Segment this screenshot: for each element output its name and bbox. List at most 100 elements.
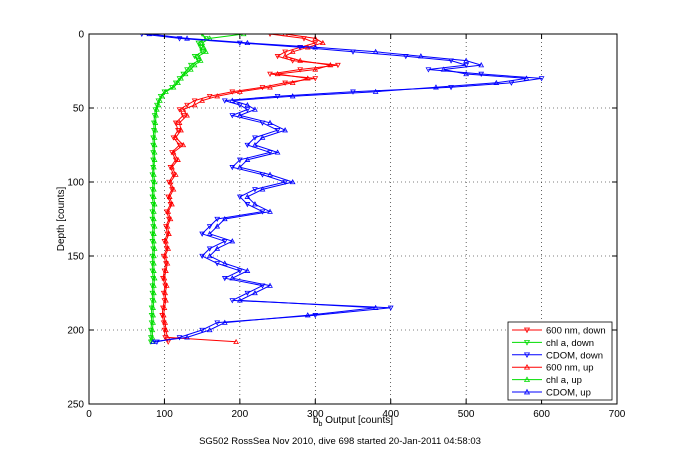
data-point (199, 97, 206, 103)
data-point (199, 327, 206, 334)
data-point (206, 252, 213, 259)
data-point (151, 134, 158, 140)
data-point (161, 304, 168, 310)
data-point (312, 40, 319, 46)
data-point (274, 128, 281, 134)
data-point (274, 149, 281, 155)
y-tick-label: 0 (78, 30, 84, 41)
data-point (150, 186, 157, 192)
data-point (267, 282, 273, 288)
data-point (240, 34, 247, 37)
data-point (166, 230, 172, 236)
data-point (150, 312, 156, 318)
data-point (214, 320, 221, 326)
data-point (180, 113, 187, 119)
data-point (197, 57, 204, 63)
data-point (282, 127, 288, 133)
data-point (282, 179, 288, 186)
x-tick-label: 400 (382, 409, 399, 420)
data-point (538, 76, 545, 82)
data-point (199, 49, 206, 55)
data-point (167, 178, 174, 185)
data-point (162, 289, 169, 296)
data-point (163, 326, 169, 333)
data-point (221, 239, 228, 245)
data-point (184, 102, 190, 109)
data-point (203, 36, 209, 42)
data-point (197, 45, 204, 51)
data-point (154, 339, 160, 345)
data-point (289, 79, 296, 85)
data-point (164, 334, 171, 340)
data-point (150, 238, 157, 244)
data-point (150, 267, 157, 273)
data-point (206, 246, 213, 252)
data-point (170, 149, 177, 155)
data-point (312, 44, 319, 50)
data-point (252, 201, 258, 207)
legend-label: CDOM, down (546, 350, 603, 361)
data-point (150, 208, 157, 214)
legend-label: chl a, up (546, 375, 582, 386)
legend-box (507, 321, 613, 401)
data-point (162, 319, 169, 325)
data-point (160, 312, 167, 318)
data-point (252, 289, 258, 296)
x-tick-label: 300 (307, 409, 324, 420)
data-point (175, 156, 181, 162)
x-axis-label-rest: Output [counts] (322, 415, 393, 426)
x-axis-label: bb Output [counts] (313, 415, 393, 428)
data-point (229, 275, 236, 281)
data-point (165, 208, 172, 214)
data-point (244, 142, 251, 149)
series-4 (149, 34, 247, 344)
legend-marker (523, 388, 531, 395)
data-point (176, 119, 183, 125)
data-point (161, 275, 168, 281)
data-point (282, 80, 288, 86)
data-point (180, 106, 187, 112)
data-point (214, 223, 221, 229)
data-point (164, 223, 171, 229)
data-point (164, 260, 171, 266)
data-point (150, 230, 157, 236)
data-point (157, 97, 163, 103)
data-point (200, 44, 207, 50)
data-point (463, 70, 470, 77)
data-point (214, 245, 221, 251)
series-3 (160, 34, 334, 344)
data-point (150, 319, 156, 325)
data-point (150, 260, 157, 266)
data-point (350, 89, 356, 95)
x-tick-label: 600 (533, 409, 550, 420)
data-point (151, 223, 158, 229)
legend-label: 600 nm, up (546, 363, 594, 374)
data-point (151, 275, 158, 281)
data-point (191, 98, 198, 104)
data-point (221, 276, 228, 282)
data-point (229, 97, 236, 103)
data-point (304, 75, 311, 81)
data-point (229, 298, 236, 304)
data-point (199, 39, 206, 46)
data-point (236, 297, 243, 303)
data-point (172, 120, 179, 126)
data-point (282, 49, 288, 55)
legend-marker (523, 340, 531, 346)
data-point (259, 134, 266, 140)
data-point (146, 34, 153, 37)
data-point (274, 54, 281, 60)
legend-marker (523, 352, 531, 359)
data-point (163, 297, 169, 303)
data-point (206, 224, 213, 230)
data-point (267, 71, 273, 77)
data-point (175, 128, 181, 134)
data-point (297, 57, 304, 63)
data-point (289, 178, 296, 185)
data-point (187, 66, 194, 72)
series-layer (140, 34, 545, 345)
grid (89, 34, 617, 404)
data-point (170, 186, 177, 192)
legend-marker (523, 327, 531, 334)
data-point (162, 252, 169, 259)
